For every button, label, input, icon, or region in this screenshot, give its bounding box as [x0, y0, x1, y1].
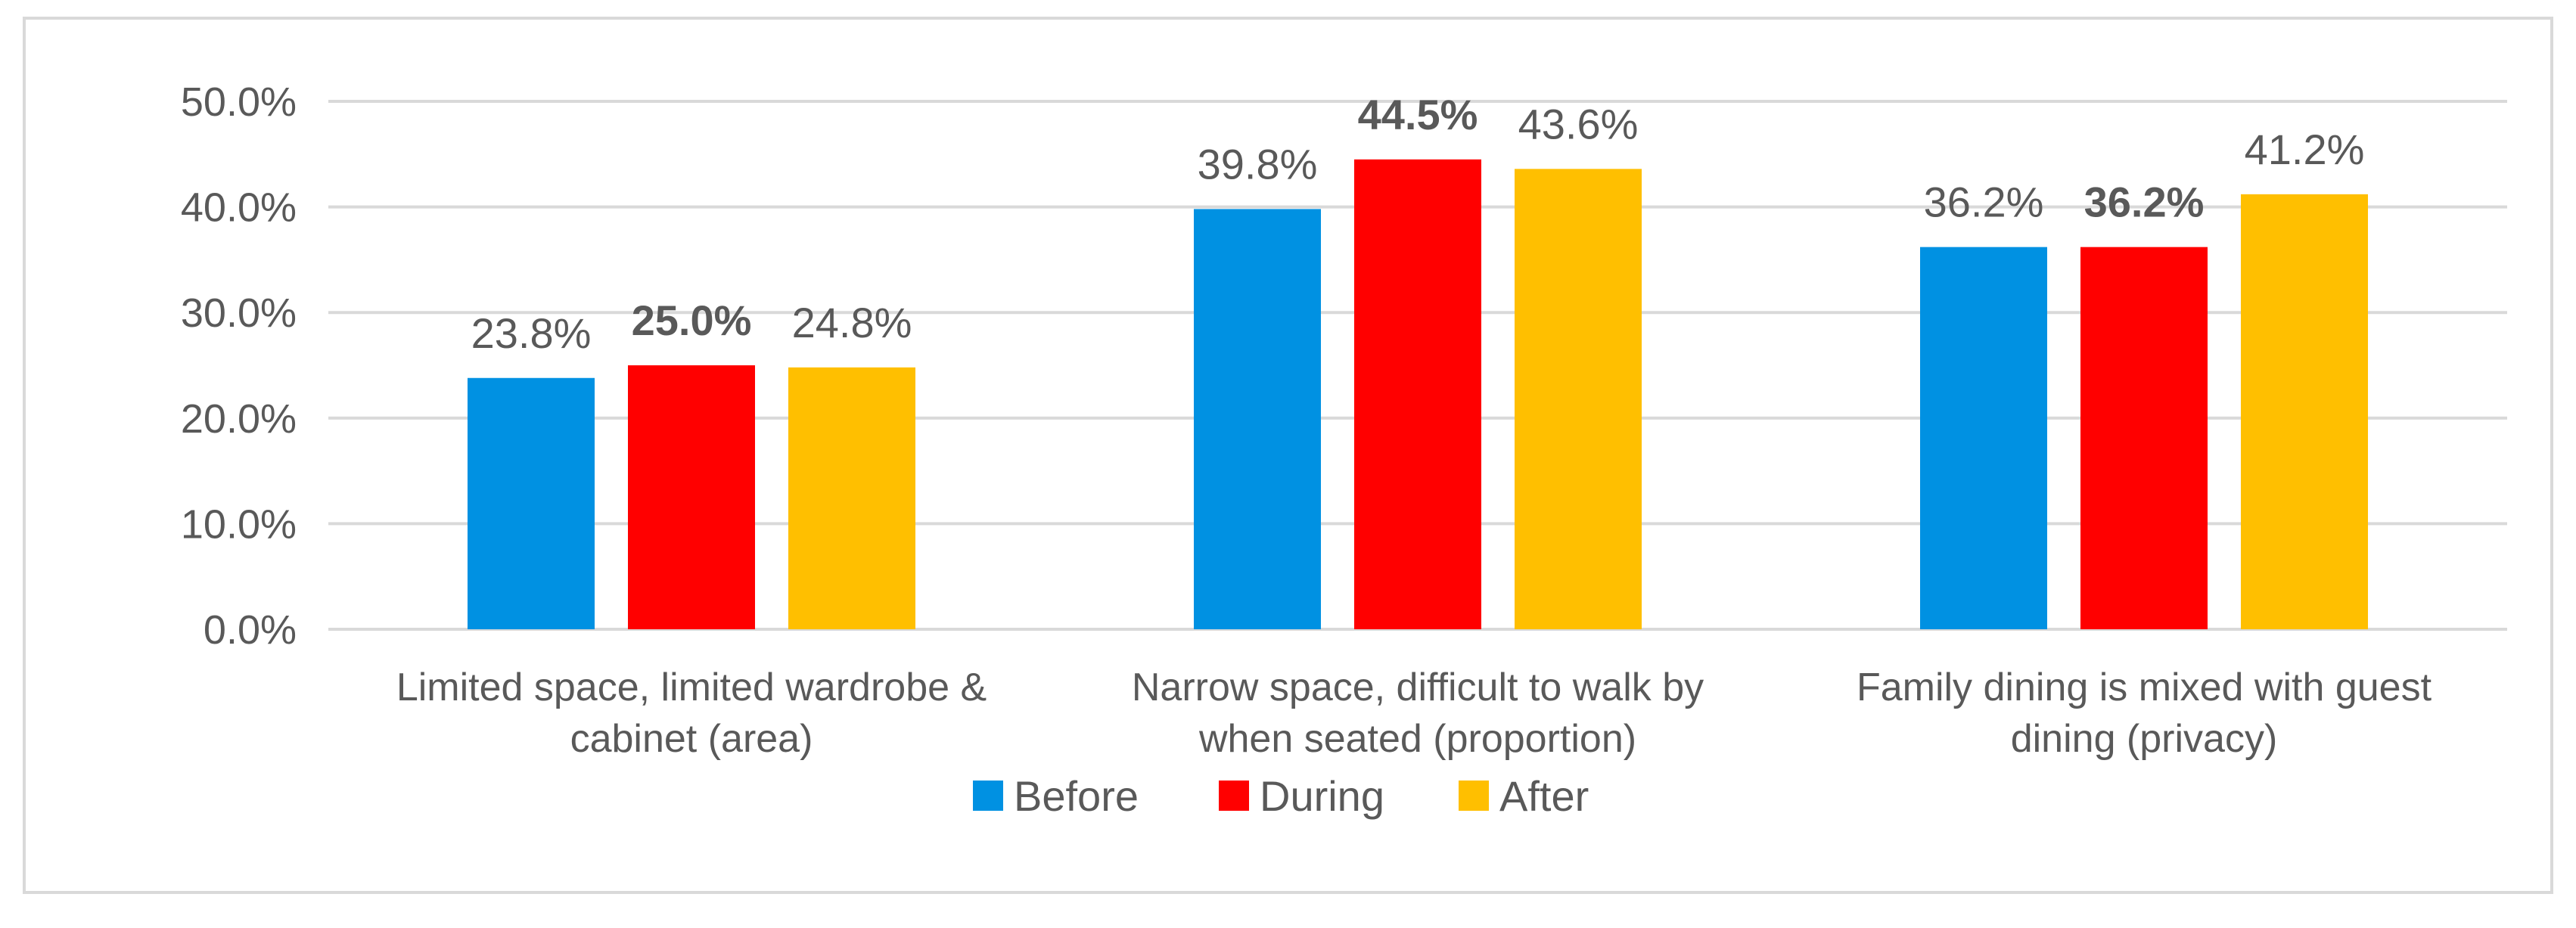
bar-chart: 0.0% 10.0% 20.0% 30.0% 40.0% 50.0% 23.8% 25.0%… [181, 79, 2507, 820]
bar-after-0 [788, 367, 915, 629]
category-label-1-line-0: Narrow space, difficult to walk by [1132, 666, 1704, 709]
data-label-after-2: 41.2% [2245, 126, 2365, 173]
data-label-during-0: 25.0% [632, 296, 752, 344]
y-tick-label: 40.0% [181, 185, 297, 231]
data-label-before-2: 36.2% [1924, 178, 2044, 226]
category-labels: Limited space, limited wardrobe & cabinet… [396, 666, 2432, 761]
y-tick-label: 50.0% [181, 79, 297, 125]
y-tick-label: 10.0% [181, 501, 297, 547]
bar-before-0 [468, 377, 595, 629]
legend-label-after: After [1499, 772, 1589, 820]
bar-during-1 [1354, 159, 1481, 629]
legend-label-during: During [1260, 772, 1384, 820]
bars [468, 159, 2368, 630]
category-label-0-line-1: cabinet (area) [570, 717, 813, 761]
data-label-during-2: 36.2% [2084, 178, 2205, 226]
legend-label-before: Before [1014, 772, 1139, 820]
bar-before-1 [1194, 209, 1321, 630]
data-label-after-1: 43.6% [1518, 100, 1639, 147]
bar-during-0 [628, 365, 755, 629]
y-axis-tick-labels: 0.0% 10.0% 20.0% 30.0% 40.0% 50.0% [181, 79, 297, 653]
legend-swatch-after [1459, 781, 1489, 811]
data-label-after-0: 24.8% [792, 299, 912, 346]
bar-after-2 [2241, 194, 2368, 629]
bar-before-2 [1920, 247, 2047, 629]
bar-after-1 [1515, 169, 1642, 629]
data-label-during-1: 44.5% [1358, 91, 1478, 138]
bar-during-2 [2080, 247, 2208, 629]
legend-swatch-during [1219, 781, 1249, 811]
data-label-before-0: 23.8% [471, 309, 592, 357]
data-labels: 23.8% 25.0% 24.8% 39.8% 44.5% 43.6% 36.2% 36.2%… [471, 91, 2365, 357]
category-label-1-line-1: when seated (proportion) [1198, 717, 1636, 761]
y-tick-label: 0.0% [204, 607, 297, 653]
y-tick-label: 20.0% [181, 396, 297, 442]
y-tick-label: 30.0% [181, 290, 297, 336]
category-label-0-line-0: Limited space, limited wardrobe & [396, 666, 987, 709]
data-label-before-1: 39.8% [1198, 140, 1318, 188]
category-label-2-line-0: Family dining is mixed with guest [1857, 666, 2432, 709]
category-label-2-line-1: dining (privacy) [2011, 717, 2278, 761]
chart-frame: 0.0% 10.0% 20.0% 30.0% 40.0% 50.0% 23.8% 25.0%… [23, 17, 2553, 894]
legend: Before During After [973, 772, 1589, 820]
legend-swatch-before [973, 781, 1003, 811]
